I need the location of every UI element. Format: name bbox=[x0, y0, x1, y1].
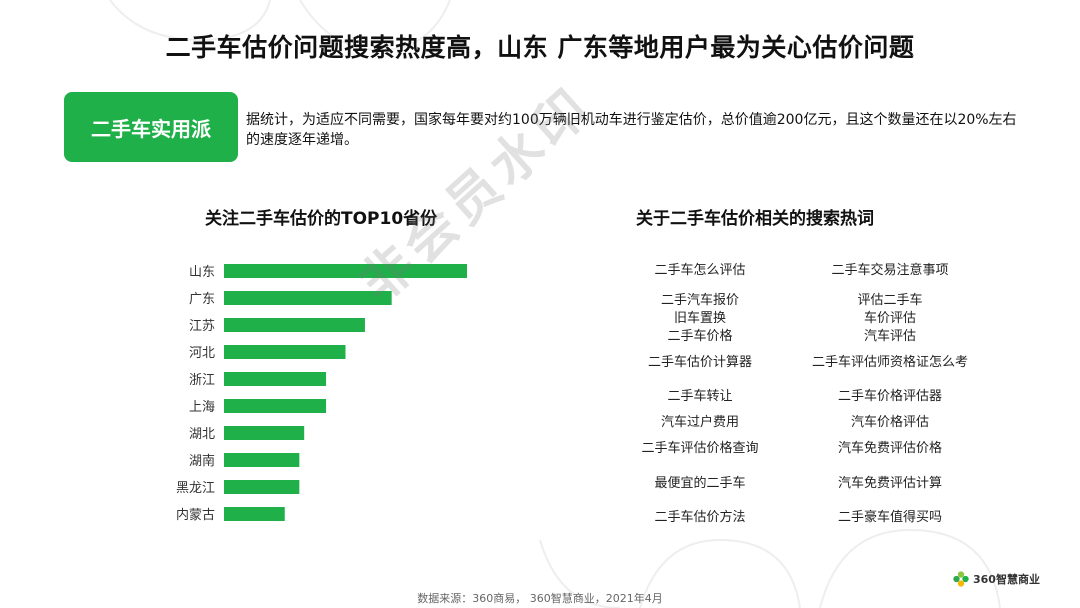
bar-category-label: 山东 bbox=[189, 265, 215, 280]
category-badge: 二手车实用派 bbox=[64, 92, 238, 162]
bar bbox=[224, 507, 285, 521]
bar bbox=[224, 399, 327, 413]
keyword-list: 二手车怎么评估 二手汽车报价 旧车置换二手车价格二手车估价计算器 二手车转让汽车过户费… bbox=[600, 262, 1020, 532]
keyword-item: 车价评估 bbox=[863, 311, 916, 326]
keyword-item: 二手车评估师资格证怎么考 bbox=[811, 355, 968, 370]
keyword-item: 汽车评估 bbox=[863, 329, 916, 344]
keyword-item: 二手豪车值得买吗 bbox=[837, 510, 942, 525]
bar-category-label: 河北 bbox=[189, 346, 215, 361]
keyword-item: 二手车怎么评估 bbox=[654, 263, 746, 278]
keyword-item: 汽车免费评估计算 bbox=[837, 476, 942, 491]
bar bbox=[224, 318, 365, 332]
keyword-item: 二手车价格 bbox=[667, 329, 733, 344]
page-title: 二手车估价问题搜索热度高，山东 广东等地用户最为关心估价问题 bbox=[165, 33, 915, 62]
bar bbox=[224, 291, 392, 305]
bar bbox=[224, 480, 300, 494]
keyword-item: 二手车估价计算器 bbox=[647, 355, 752, 370]
bar-category-label: 黑龙江 bbox=[176, 481, 215, 496]
keyword-item: 汽车过户费用 bbox=[660, 415, 739, 430]
bar bbox=[224, 345, 346, 359]
keyword-item: 二手车评估价格查询 bbox=[641, 441, 759, 456]
logo-icon bbox=[953, 571, 969, 587]
bar-category-label: 内蒙古 bbox=[176, 507, 215, 523]
keyword-item: 二手汽车报价 bbox=[660, 293, 739, 308]
keyword-item: 二手车交易注意事项 bbox=[831, 263, 949, 278]
bar bbox=[224, 426, 305, 440]
keyword-item: 二手车转让 bbox=[667, 389, 733, 404]
logo-text: 360智慧商业 bbox=[973, 573, 1040, 586]
keyword-item: 二手车价格评估器 bbox=[837, 389, 942, 404]
keyword-item: 二手车估价方法 bbox=[654, 510, 746, 525]
bar-category-label: 江苏 bbox=[189, 318, 215, 334]
bar-category-label: 上海 bbox=[189, 400, 215, 415]
bar bbox=[224, 453, 300, 467]
bar-category-label: 浙江 bbox=[189, 373, 215, 388]
keywords-title: 关于二手车估价相关的搜索热词 bbox=[636, 209, 874, 229]
brand-logo: 360智慧商业 bbox=[952, 570, 1040, 588]
keyword-item: 汽车价格评估 bbox=[850, 415, 929, 430]
bar-category-label: 湖南 bbox=[189, 453, 215, 469]
keyword-item: 最便宜的二手车 bbox=[654, 476, 746, 491]
chart-title: 关注二手车估价的TOP10省份 bbox=[205, 209, 438, 229]
keyword-item: 评估二手车 bbox=[857, 293, 923, 308]
province-bar-chart: 山东广东江苏河北浙江上海湖北湖南黑龙江内蒙古 bbox=[160, 255, 490, 530]
bar bbox=[224, 264, 467, 278]
data-source-note: 数据来源：360商易， 360智慧商业，2021年4月 bbox=[417, 592, 663, 605]
bar-category-label: 广东 bbox=[189, 292, 215, 307]
intro-text: 据统计，为适应不同需要，国家每年要对约100万辆旧机动车进行鉴定估价，总价值逾2… bbox=[246, 112, 1017, 148]
bar-category-label: 湖北 bbox=[189, 427, 215, 442]
keyword-item: 旧车置换 bbox=[673, 311, 726, 326]
keyword-item: 汽车免费评估价格 bbox=[837, 441, 942, 456]
bar bbox=[224, 372, 327, 386]
